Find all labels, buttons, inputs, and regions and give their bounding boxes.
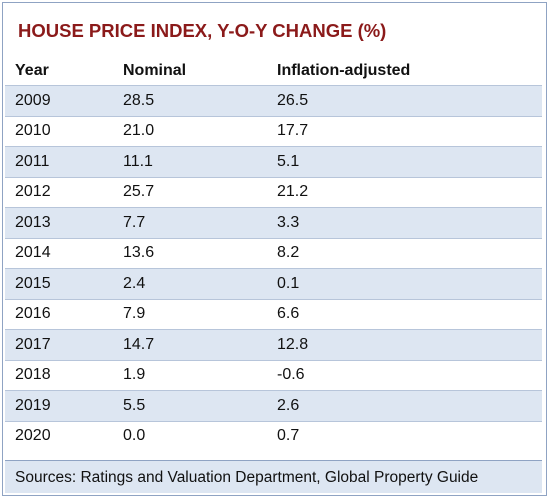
table-row: 2011 11.1 5.1 (5, 146, 542, 177)
table-row: 2012 25.7 21.2 (5, 176, 542, 208)
nominal-cell: 7.7 (113, 207, 267, 238)
table-row: 2016 7.9 6.6 (5, 298, 542, 330)
year-cell: 2020 (5, 420, 113, 451)
inflation-adjusted-cell: -0.6 (267, 359, 542, 391)
column-header-nominal: Nominal (113, 56, 267, 86)
source-note: Sources: Ratings and Valuation Departmen… (5, 460, 542, 493)
inflation-adjusted-cell: 8.2 (267, 237, 542, 269)
nominal-cell: 5.5 (113, 390, 267, 421)
table-row: 2009 28.5 26.5 (5, 85, 542, 116)
table-row: 2015 2.4 0.1 (5, 268, 542, 299)
nominal-cell: 21.0 (113, 115, 267, 147)
header-row: Year Nominal Inflation-adjusted (5, 56, 542, 86)
table-row: 2018 1.9 -0.6 (5, 359, 542, 391)
inflation-adjusted-cell: 17.7 (267, 115, 542, 147)
nominal-cell: 14.7 (113, 329, 267, 360)
column-header-year: Year (5, 56, 113, 86)
table-row: 2014 13.6 8.2 (5, 237, 542, 269)
year-cell: 2012 (5, 176, 113, 208)
nominal-cell: 13.6 (113, 237, 267, 269)
table-row: 2020 0.0 0.7 (5, 420, 542, 451)
inflation-adjusted-cell: 3.3 (267, 207, 542, 238)
table-row: 2019 5.5 2.6 (5, 390, 542, 421)
year-cell: 2009 (5, 85, 113, 116)
table-row: 2010 21.0 17.7 (5, 115, 542, 147)
nominal-cell: 2.4 (113, 268, 267, 299)
year-cell: 2011 (5, 146, 113, 177)
year-cell: 2014 (5, 237, 113, 269)
table-body: 2009 28.5 26.5 2010 21.0 17.7 2011 11.1 5.1 2012 2… (5, 85, 542, 451)
nominal-cell: 0.0 (113, 420, 267, 451)
year-cell: 2013 (5, 207, 113, 238)
table-row: 2017 14.7 12.8 (5, 329, 542, 360)
nominal-cell: 1.9 (113, 359, 267, 391)
nominal-cell: 7.9 (113, 298, 267, 330)
year-cell: 2019 (5, 390, 113, 421)
year-cell: 2017 (5, 329, 113, 360)
inflation-adjusted-cell: 12.8 (267, 329, 542, 360)
year-cell: 2015 (5, 268, 113, 299)
inflation-adjusted-cell: 26.5 (267, 85, 542, 116)
data-table: Year Nominal Inflation-adjusted 2009 28.5… (5, 56, 542, 451)
nominal-cell: 25.7 (113, 176, 267, 208)
inflation-adjusted-cell: 6.6 (267, 298, 542, 330)
year-cell: 2016 (5, 298, 113, 330)
column-header-inflation-adjusted: Inflation-adjusted (267, 56, 542, 86)
table-row: 2013 7.7 3.3 (5, 207, 542, 238)
inflation-adjusted-cell: 0.1 (267, 268, 542, 299)
nominal-cell: 28.5 (113, 85, 267, 116)
inflation-adjusted-cell: 5.1 (267, 146, 542, 177)
inflation-adjusted-cell: 0.7 (267, 420, 542, 451)
year-cell: 2010 (5, 115, 113, 147)
chart-title: HOUSE PRICE INDEX, Y-O-Y CHANGE (%) (18, 20, 387, 41)
inflation-adjusted-cell: 2.6 (267, 390, 542, 421)
inflation-adjusted-cell: 21.2 (267, 176, 542, 208)
year-cell: 2018 (5, 359, 113, 391)
nominal-cell: 11.1 (113, 146, 267, 177)
